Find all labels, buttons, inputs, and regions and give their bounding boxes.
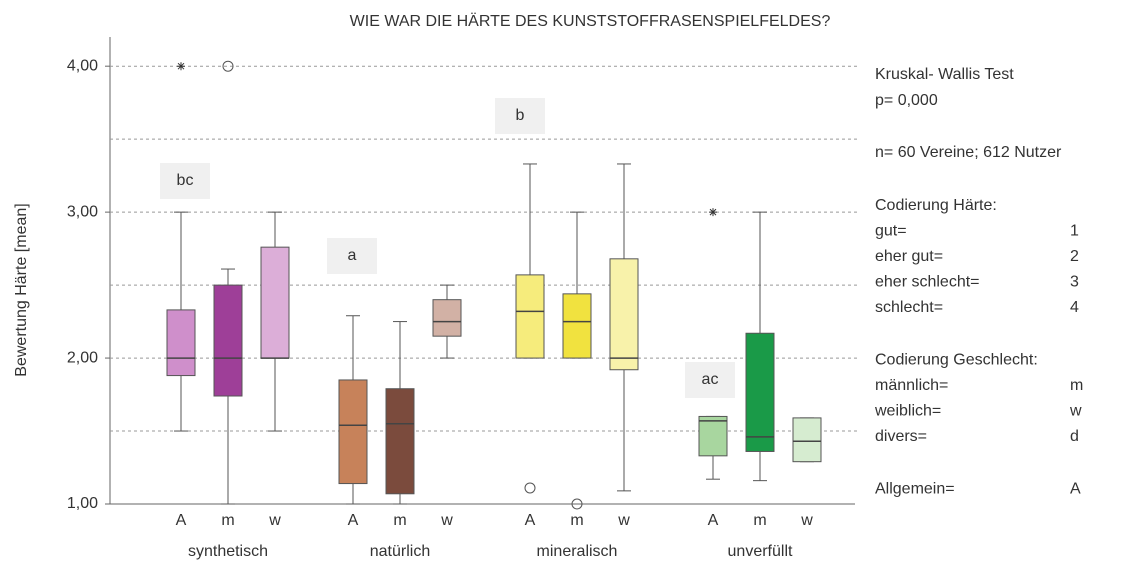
coding-key: gut= (875, 223, 907, 240)
box (385, 388, 415, 495)
coding-title: Codierung Geschlecht: (875, 352, 1038, 369)
coding-key: divers= (875, 428, 927, 445)
coding-value: d (1070, 428, 1079, 445)
x-tick-label: w (440, 512, 453, 529)
box (745, 332, 775, 452)
group-label: unverfüllt (728, 543, 793, 560)
y-tick-label: 4,00 (67, 57, 98, 74)
group-label: mineralisch (537, 543, 618, 560)
outlier (222, 60, 234, 72)
coding-value: 3 (1070, 274, 1079, 291)
coding-value: A (1070, 481, 1081, 498)
annotation-box (495, 98, 545, 134)
x-tick-label: A (708, 512, 719, 529)
annotation-box (327, 238, 377, 274)
coding-title: Codierung Härte: (875, 197, 997, 214)
y-tick-label: 1,00 (67, 495, 98, 512)
y-tick-label: 3,00 (67, 203, 98, 220)
box (698, 415, 728, 457)
coding-value: 1 (1070, 223, 1079, 240)
coding-key: eher schlecht= (875, 274, 980, 291)
coding-value: 4 (1070, 299, 1079, 316)
coding-value: m (1070, 377, 1083, 394)
x-tick-label: m (393, 512, 406, 529)
annotation-box (160, 163, 210, 199)
annotation: ac (702, 371, 719, 388)
annotation-box (685, 362, 735, 398)
box (432, 299, 462, 337)
annotation: b (516, 107, 525, 124)
outlier (571, 498, 583, 510)
coding-key: eher gut= (875, 248, 943, 265)
note: n= 60 Vereine; 612 Nutzer (875, 144, 1062, 161)
coding-key: schlecht= (875, 299, 943, 316)
x-tick-label: m (221, 512, 234, 529)
box (609, 258, 639, 371)
y-tick-label: 2,00 (67, 349, 98, 366)
group-label: natürlich (370, 543, 430, 560)
x-tick-label: w (268, 512, 281, 529)
coding-key: Allgemein= (875, 481, 955, 498)
y-axis-label: Bewertung Härte [mean] (13, 203, 30, 376)
note: Kruskal- Wallis Test (875, 66, 1014, 83)
x-tick-label: w (617, 512, 630, 529)
coding-value: 2 (1070, 248, 1079, 265)
coding-key: männlich= (875, 377, 948, 394)
extreme (177, 62, 185, 71)
outlier (524, 482, 536, 494)
box (260, 246, 290, 359)
annotation: bc (177, 172, 194, 189)
annotation: a (348, 247, 357, 264)
box (562, 293, 592, 359)
box (515, 274, 545, 359)
x-tick-label: w (800, 512, 813, 529)
x-tick-label: A (348, 512, 359, 529)
chart-title: WIE WAR DIE HÄRTE DES KUNSTSTOFFRASENSPI… (350, 12, 831, 30)
box (166, 309, 196, 377)
box (792, 417, 822, 463)
x-tick-label: A (525, 512, 536, 529)
coding-key: weiblich= (874, 403, 941, 420)
group-label: synthetisch (188, 543, 268, 560)
x-tick-label: m (570, 512, 583, 529)
box (213, 284, 243, 397)
extreme (709, 208, 717, 217)
x-tick-label: A (176, 512, 187, 529)
box (338, 379, 368, 485)
coding-value: w (1069, 403, 1082, 420)
x-tick-label: m (753, 512, 766, 529)
note: p= 0,000 (875, 92, 938, 109)
